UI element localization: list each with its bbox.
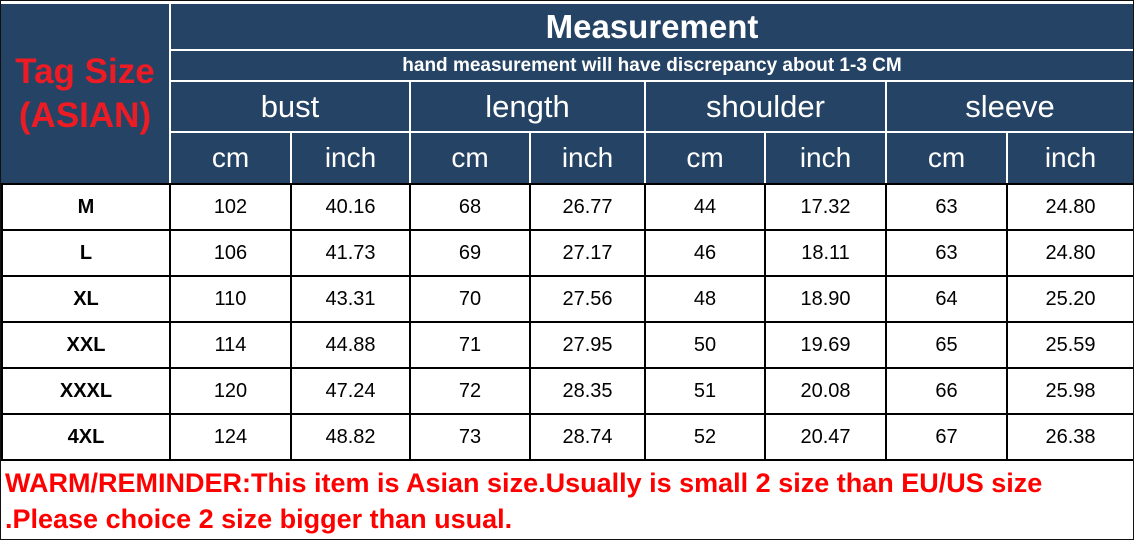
measurement-value-cell: 27.95 (529, 321, 646, 369)
measurement-value-cell: 67 (885, 413, 1008, 461)
measurement-value-cell: 68 (409, 183, 531, 231)
table-row: XXXL 120 47.24 72 28.35 51 20.08 66 25.98 (1, 367, 1133, 415)
table-row: XL 110 43.31 70 27.56 48 18.90 64 25.20 (1, 275, 1133, 323)
measurement-value-cell: 40.16 (290, 183, 411, 231)
measurement-value-cell: 64 (885, 275, 1008, 323)
measurement-value-cell: 124 (169, 413, 292, 461)
measurement-value-cell: 18.11 (764, 229, 887, 277)
size-label-cell: M (1, 183, 171, 231)
measurement-value-cell: 48.82 (290, 413, 411, 461)
measurement-value-cell: 25.20 (1006, 275, 1133, 323)
group-header-sleeve: sleeve (887, 82, 1133, 131)
measurement-value-cell: 25.98 (1006, 367, 1133, 415)
measurement-value-cell: 25.59 (1006, 321, 1133, 369)
measurement-value-cell: 50 (644, 321, 766, 369)
measurement-value-cell: 48 (644, 275, 766, 323)
measurement-value-cell: 26.77 (529, 183, 646, 231)
tag-size-header-cell: Tag Size (ASIAN) (1, 4, 169, 183)
measurement-header-area: Measurement hand measurement will have d… (171, 4, 1133, 183)
measurement-value-cell: 46 (644, 229, 766, 277)
measurement-value-cell: 28.35 (529, 367, 646, 415)
group-header-bust: bust (171, 82, 409, 131)
measurement-value-cell: 44.88 (290, 321, 411, 369)
measurement-value-cell: 120 (169, 367, 292, 415)
measurement-value-cell: 71 (409, 321, 531, 369)
measurement-value-cell: 20.47 (764, 413, 887, 461)
group-header-length: length (411, 82, 644, 131)
measurement-value-cell: 114 (169, 321, 292, 369)
measurement-note: hand measurement will have discrepancy a… (171, 51, 1133, 80)
size-label-cell: XL (1, 275, 171, 323)
measurement-value-cell: 27.17 (529, 229, 646, 277)
unit-header-sleeve-inch: inch (1008, 133, 1133, 183)
measurement-value-cell: 18.90 (764, 275, 887, 323)
tag-size-line2: (ASIAN) (18, 96, 152, 135)
measurement-value-cell: 41.73 (290, 229, 411, 277)
table-row: XXL 114 44.88 71 27.95 50 19.69 65 25.59 (1, 321, 1133, 369)
measurement-value-cell: 26.38 (1006, 413, 1133, 461)
size-table-body: M 102 40.16 68 26.77 44 17.32 63 24.80 L 106 41.73 6… (1, 183, 1133, 461)
measurement-value-cell: 20.08 (764, 367, 887, 415)
unit-header-bust-cm: cm (171, 133, 290, 183)
table-row: M 102 40.16 68 26.77 44 17.32 63 24.80 (1, 183, 1133, 231)
measurement-value-cell: 17.32 (764, 183, 887, 231)
measurement-value-cell: 63 (885, 229, 1008, 277)
unit-header-sleeve-cm: cm (887, 133, 1006, 183)
measurement-value-cell: 52 (644, 413, 766, 461)
top-margin (1, 1, 1133, 4)
measurement-value-cell: 106 (169, 229, 292, 277)
size-label-cell: XXXL (1, 367, 171, 415)
table-row: L 106 41.73 69 27.17 46 18.11 63 24.80 (1, 229, 1133, 277)
tag-size-line1: Tag Size (15, 52, 155, 91)
measurement-value-cell: 72 (409, 367, 531, 415)
measurement-value-cell: 47.24 (290, 367, 411, 415)
measurement-value-cell: 44 (644, 183, 766, 231)
measurement-value-cell: 63 (885, 183, 1008, 231)
unit-header-length-cm: cm (411, 133, 529, 183)
measurement-title: Measurement (171, 4, 1133, 49)
measurement-value-cell: 73 (409, 413, 531, 461)
measurement-value-cell: 24.80 (1006, 229, 1133, 277)
group-header-shoulder: shoulder (646, 82, 885, 131)
measurement-value-cell: 51 (644, 367, 766, 415)
size-label-cell: 4XL (1, 413, 171, 461)
measurement-value-cell: 65 (885, 321, 1008, 369)
units-header-row: cm inch cm inch cm inch cm inch (171, 133, 1133, 183)
warning-text: WARM/REMINDER:This item is Asian size.Us… (5, 468, 1043, 534)
group-header-row: bust length shoulder sleeve (171, 82, 1133, 131)
measurement-value-cell: 28.74 (529, 413, 646, 461)
unit-header-bust-inch: inch (292, 133, 409, 183)
size-label-cell: L (1, 229, 171, 277)
measurement-value-cell: 70 (409, 275, 531, 323)
unit-header-shoulder-cm: cm (646, 133, 764, 183)
table-header: Tag Size (ASIAN) Measurement hand measur… (1, 4, 1133, 183)
size-table: M 102 40.16 68 26.77 44 17.32 63 24.80 L 106 41.73 6… (1, 183, 1133, 461)
measurement-value-cell: 102 (169, 183, 292, 231)
measurement-value-cell: 110 (169, 275, 292, 323)
unit-header-shoulder-inch: inch (766, 133, 885, 183)
measurement-value-cell: 69 (409, 229, 531, 277)
size-label-cell: XXL (1, 321, 171, 369)
measurement-value-cell: 24.80 (1006, 183, 1133, 231)
measurement-value-cell: 19.69 (764, 321, 887, 369)
table-row: 4XL 124 48.82 73 28.74 52 20.47 67 26.38 (1, 413, 1133, 461)
measurement-value-cell: 43.31 (290, 275, 411, 323)
measurement-value-cell: 27.56 (529, 275, 646, 323)
unit-header-length-inch: inch (531, 133, 644, 183)
measurement-value-cell: 66 (885, 367, 1008, 415)
